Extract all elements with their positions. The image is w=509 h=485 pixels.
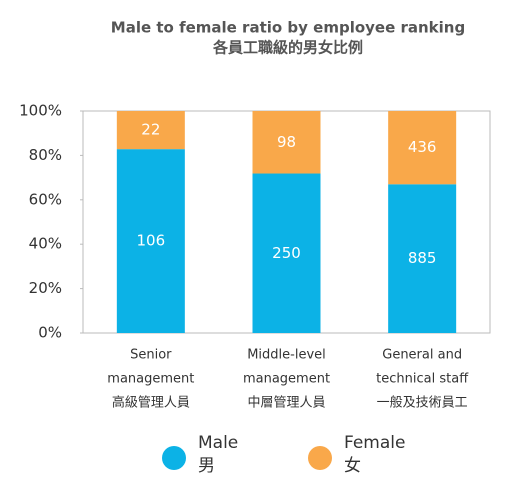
x-tick-label: General and: [382, 348, 462, 363]
x-tick-label: 高級管理人員: [112, 395, 190, 411]
legend-label: Male: [198, 433, 238, 453]
chart-subtitle: 各員工職級的男女比例: [212, 39, 363, 57]
bar-segment: [116, 111, 185, 150]
y-tick-label: 80%: [29, 146, 62, 164]
legend-label: Female: [344, 433, 405, 453]
x-tick-label: Senior: [130, 348, 172, 363]
data-label: 885: [408, 249, 437, 267]
legend-label: 女: [344, 456, 361, 476]
bar-segment: [252, 173, 321, 333]
legend-marker: [308, 446, 332, 470]
data-label: 106: [137, 232, 166, 250]
y-tick-label: 20%: [29, 279, 62, 297]
chart-title: Male to female ratio by employee ranking: [111, 19, 465, 37]
bar-segment: [252, 111, 321, 174]
x-tick-label: management: [243, 372, 330, 387]
data-label: 250: [272, 244, 301, 262]
legend-marker: [162, 446, 186, 470]
x-tick-label: management: [107, 372, 194, 387]
x-tick-label: 中層管理人員: [247, 396, 325, 411]
data-label: 436: [408, 138, 437, 156]
x-tick-label: technical staff: [376, 372, 469, 387]
x-tick-label: Middle-level: [247, 348, 326, 363]
y-tick-label: 100%: [19, 102, 62, 120]
legend-label: 男: [198, 456, 215, 476]
bar-segment: [116, 149, 185, 333]
bar-segment: [388, 111, 457, 185]
y-tick-label: 0%: [38, 324, 62, 342]
bar-segment: [388, 184, 457, 333]
x-tick-label: 一般及技術員工: [377, 395, 468, 411]
data-label: 98: [277, 133, 296, 151]
data-label: 22: [141, 121, 160, 139]
y-tick-label: 60%: [29, 190, 62, 208]
y-tick-label: 40%: [29, 235, 62, 253]
